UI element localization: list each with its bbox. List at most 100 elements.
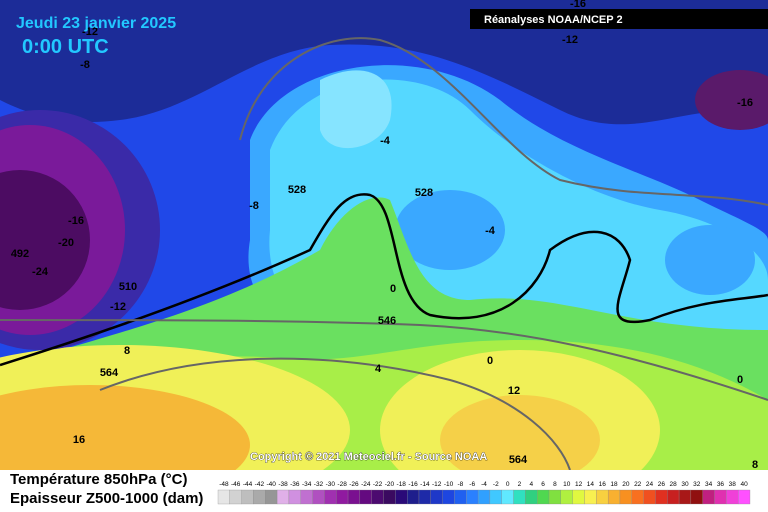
- scale-label: -38: [278, 481, 288, 488]
- contour-label: 0: [487, 355, 493, 367]
- contour-labels: -16 -12 -8 -12 -16 -4 528 528 -8 -16 -4 …: [11, 0, 758, 471]
- footer-title: Epaisseur Z500-1000 (dam): [10, 490, 203, 507]
- scale-label: -48: [219, 481, 229, 488]
- scale-label: 2: [518, 481, 522, 488]
- scale-label: -32: [314, 481, 324, 488]
- scale-swatch: [655, 489, 668, 505]
- scale-swatch: [383, 489, 396, 505]
- contour-label: -4: [485, 225, 496, 237]
- contour-label: 564: [100, 367, 119, 379]
- scale-label: 22: [634, 481, 642, 488]
- scale-swatch: [572, 489, 585, 505]
- scale-label: 20: [622, 481, 630, 488]
- scale-label: 12: [575, 481, 583, 488]
- scale-label: 26: [658, 481, 666, 488]
- scale-swatch: [596, 489, 609, 505]
- contour-label: 492: [11, 248, 29, 260]
- contour-label: 546: [378, 315, 396, 327]
- scale-label: -36: [290, 481, 300, 488]
- scale-swatch: [714, 489, 727, 505]
- contour-label: 510: [119, 281, 137, 293]
- scale-label: 18: [610, 481, 618, 488]
- source: Réanalyses NOAA/NCEP 2: [484, 14, 623, 26]
- date: Jeudi 23 janvier 2025: [16, 15, 176, 32]
- scale-label: -40: [266, 481, 276, 488]
- scale-swatch: [678, 489, 692, 505]
- scale-label: -14: [420, 481, 430, 488]
- scale-label: -20: [385, 481, 395, 488]
- contour-label: 0: [737, 374, 743, 386]
- color-scale: -48 -46 -44 -42 -40 -38 -36 -34 -32 -30 -28 -26 -24-…: [217, 481, 751, 505]
- scale-swatch: [631, 489, 644, 505]
- scale-label: -44: [243, 481, 253, 488]
- scale-swatch: [276, 489, 290, 505]
- scale-label: 24: [646, 481, 654, 488]
- scale-swatch: [477, 489, 491, 505]
- scale-swatch: [312, 489, 325, 505]
- scale-swatch: [229, 489, 242, 505]
- contour-label: -4: [380, 135, 391, 147]
- contour-label: -12: [110, 301, 126, 313]
- scale-swatch: [537, 489, 550, 505]
- scale-label: 40: [740, 481, 748, 488]
- contour-label: -8: [80, 59, 90, 71]
- scale-label: 10: [563, 481, 571, 488]
- scale-swatch: [738, 489, 751, 505]
- scale-swatch: [513, 489, 526, 505]
- scale-swatch: [619, 489, 632, 505]
- contour-label: 564: [509, 454, 528, 466]
- scale-swatch: [702, 489, 715, 505]
- scale-swatch: [548, 489, 561, 505]
- scale-swatch: [288, 489, 301, 505]
- scale-swatch: [336, 489, 349, 505]
- scale-label: -12: [432, 481, 442, 488]
- scale-label: -6: [469, 481, 475, 488]
- footer-title: Température 850hPa (°C): [10, 471, 187, 488]
- scale-label: -42: [255, 481, 265, 488]
- scale-label: -26: [349, 481, 359, 488]
- scale-swatch: [607, 489, 621, 505]
- scale-swatch: [525, 489, 538, 505]
- scale-label: -18: [397, 481, 407, 488]
- scale-label: -2: [493, 481, 499, 488]
- scale-swatch: [395, 489, 408, 505]
- scale-swatch: [347, 489, 361, 505]
- scale-swatch: [726, 489, 739, 505]
- scale-swatch: [690, 489, 703, 505]
- scale-label: 38: [729, 481, 737, 488]
- contour-label: 8: [752, 459, 758, 471]
- contour-label: -12: [82, 26, 98, 38]
- scale-label: -46: [231, 481, 241, 488]
- contour-label: -8: [249, 200, 259, 212]
- scale-label: -30: [326, 481, 336, 488]
- copyright: Copyright © 2021 Meteociel.fr - Source N…: [250, 451, 487, 463]
- scale-label: 36: [717, 481, 725, 488]
- scale-swatch: [241, 489, 254, 505]
- contour-label: -24: [32, 266, 49, 278]
- scale-label: -4: [481, 481, 487, 488]
- scale-swatch: [430, 489, 443, 505]
- scale-swatch: [584, 489, 597, 505]
- scale-swatch: [643, 489, 656, 505]
- scale-label: 34: [705, 481, 713, 488]
- scale-swatch: [359, 489, 372, 505]
- scale-swatch: [300, 489, 313, 505]
- scale-swatch: [466, 489, 479, 505]
- scale-swatch: [454, 489, 467, 505]
- scale-label: 30: [681, 481, 689, 488]
- scale-swatch: [501, 489, 514, 505]
- scale-label: 4: [529, 481, 533, 488]
- scale-label: -24: [361, 481, 371, 488]
- contour-label: 0: [390, 283, 396, 295]
- scale-label: 14: [587, 481, 595, 488]
- contour-label: 528: [288, 184, 306, 196]
- scale-label: -22: [373, 481, 383, 488]
- scale-label: -28: [337, 481, 347, 488]
- scale-label: -16: [408, 481, 418, 488]
- scale-swatch: [217, 489, 230, 505]
- contour-label: -20: [58, 237, 74, 249]
- scale-swatch: [418, 489, 431, 505]
- contour-label: -16: [68, 215, 84, 227]
